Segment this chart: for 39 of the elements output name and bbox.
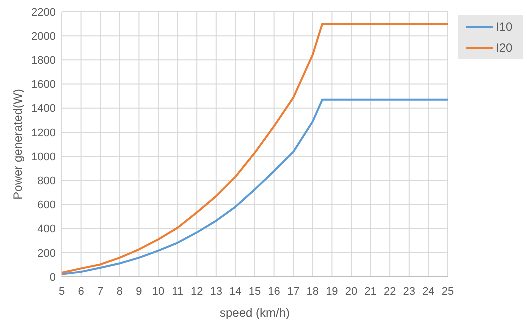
x-tick-label: 24 xyxy=(422,286,435,298)
line-series xyxy=(61,23,449,274)
x-tick-label: 11 xyxy=(172,286,184,298)
x-tick-label: 15 xyxy=(248,286,262,298)
legend-label: I20 xyxy=(496,41,514,56)
x-tick-label: 6 xyxy=(78,286,84,298)
x-tick-label: 19 xyxy=(326,286,338,298)
x-tick-label: 5 xyxy=(58,286,66,298)
x-tick-label: 12 xyxy=(190,286,204,298)
y-tick-label: 2000 xyxy=(32,30,56,43)
y-tick-label: 400 xyxy=(38,224,56,236)
x-tick-label: 20 xyxy=(345,286,358,298)
y-tick-label: 2200 xyxy=(32,6,56,19)
x-tick-label: 16 xyxy=(268,286,280,298)
x-tick-label: 9 xyxy=(136,286,142,298)
x-tick-label: 13 xyxy=(210,286,223,298)
y-tick-label: 200 xyxy=(38,248,56,260)
y-tick-label: 0 xyxy=(50,272,56,284)
y-tick-label: 1600 xyxy=(32,79,56,92)
x-tick-label: 22 xyxy=(384,286,396,298)
x-tick-label: 14 xyxy=(230,286,242,298)
y-tick-label: 1200 xyxy=(32,127,56,140)
y-tick-label: 800 xyxy=(38,175,56,188)
y-tick-label: 1400 xyxy=(32,103,56,116)
x-tick-label: 8 xyxy=(116,286,123,298)
x-tick-label: 10 xyxy=(152,286,165,298)
y-tick-label: 600 xyxy=(38,200,56,212)
x-axis-title: speed (km/h) xyxy=(220,306,290,320)
legend-label: I10 xyxy=(496,20,514,34)
x-tick-label: 25 xyxy=(442,286,454,298)
y-tick-label: 1000 xyxy=(32,151,56,164)
x-tick-label: 18 xyxy=(306,286,320,298)
x-tick-label: 21 xyxy=(364,286,377,298)
x-tick-label: 7 xyxy=(98,286,104,298)
x-tick-label: 23 xyxy=(403,286,416,298)
line-series xyxy=(61,98,449,276)
y-tick-label: 1800 xyxy=(32,55,56,68)
y-axis-title: Power generated(W) xyxy=(11,89,25,200)
x-tick-label: 17 xyxy=(287,286,300,298)
